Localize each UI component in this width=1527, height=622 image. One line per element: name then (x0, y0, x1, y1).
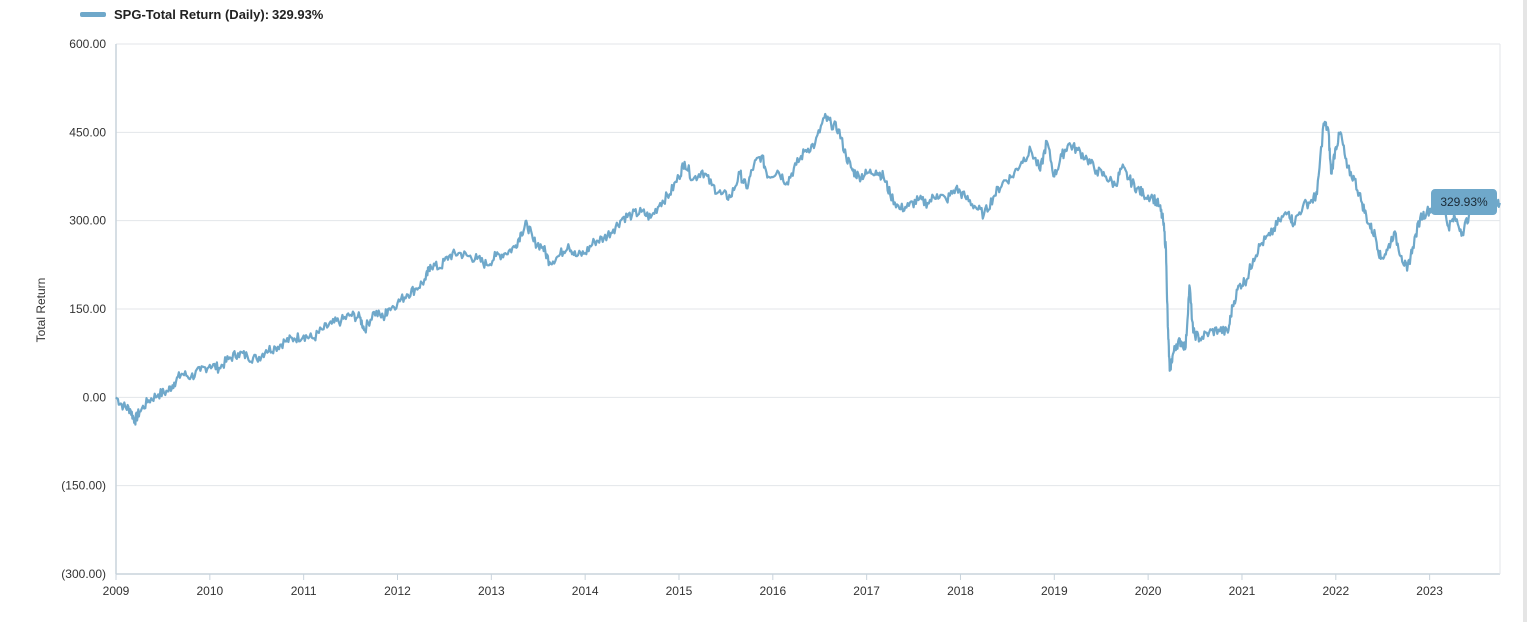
x-tick-label: 2021 (1229, 584, 1256, 598)
y-tick-label: (300.00) (61, 567, 106, 581)
legend-swatch (80, 11, 106, 17)
y-tick-label: (150.00) (61, 479, 106, 493)
y-tick-label: 300.00 (69, 214, 106, 228)
x-tick-label: 2023 (1416, 584, 1443, 598)
x-tick-label: 2009 (103, 584, 130, 598)
axes (115, 44, 1501, 580)
chart-legend: SPG-Total Return (Daily): 329.93% (80, 4, 323, 24)
legend-label: SPG-Total Return (Daily): 329.93% (114, 7, 323, 22)
x-tick-label: 2015 (666, 584, 693, 598)
y-axis-title: Total Return (34, 278, 48, 343)
grid-lines (116, 43, 1500, 575)
x-tick-label: 2014 (572, 584, 599, 598)
y-tick-label: 150.00 (69, 302, 106, 316)
x-tick-label: 2011 (291, 584, 317, 598)
x-tick-label: 2022 (1322, 584, 1349, 598)
last-value-label: 329.93% (1440, 195, 1488, 209)
y-tick-label: 0.00 (83, 390, 107, 404)
labels: 600.00 450.00 300.00 150.00 0.00 (150.00) (300… (61, 37, 1497, 598)
x-tick-label: 2020 (1135, 584, 1162, 598)
last-value-callout (1431, 189, 1497, 216)
series-line (115, 112, 1502, 426)
right-edge-bar (1523, 0, 1527, 622)
y-tick-label: 450.00 (69, 125, 106, 139)
x-tick-label: 2018 (947, 584, 974, 598)
legend-series-name: SPG-Total Return (Daily): (114, 6, 270, 22)
series-layer (115, 112, 1502, 426)
x-tick-label: 2010 (196, 584, 223, 598)
x-tick-label: 2019 (1041, 584, 1068, 598)
x-tick-label: 2013 (478, 584, 505, 598)
legend-series-value: 329.93% (272, 6, 324, 22)
y-tick-label: 600.00 (69, 37, 106, 51)
x-tick-label: 2012 (384, 584, 411, 598)
x-tick-label: 2017 (853, 584, 880, 598)
x-tick-label: 2016 (759, 584, 786, 598)
